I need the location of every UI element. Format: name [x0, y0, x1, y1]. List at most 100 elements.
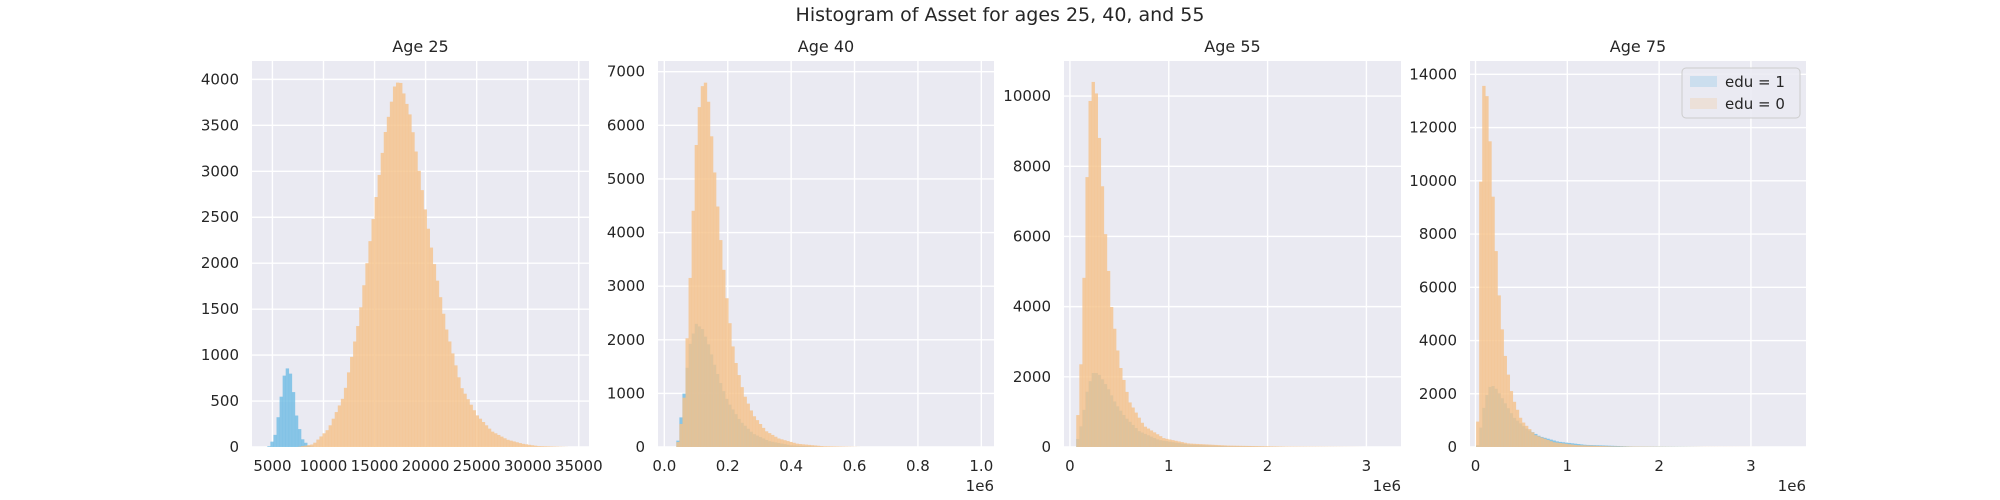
histogram-bar	[725, 298, 729, 447]
histogram-bar	[451, 353, 455, 447]
histogram-bar	[1183, 442, 1187, 447]
histogram-bar	[777, 438, 781, 447]
histogram-bar	[267, 446, 271, 447]
histogram-bar	[682, 397, 686, 447]
histogram-bar	[307, 445, 311, 447]
histogram-bar	[798, 444, 802, 447]
histogram-bar	[304, 442, 308, 447]
histogram-bar	[1266, 446, 1270, 447]
histogram-bar	[346, 372, 351, 447]
histogram-bar	[1125, 391, 1129, 447]
histogram-bar	[1518, 417, 1523, 447]
histogram-bar	[374, 197, 378, 447]
x-tick-label: 3	[1362, 457, 1372, 475]
histogram-bar	[417, 170, 421, 448]
histogram-bar	[1528, 429, 1532, 447]
histogram-bar	[1476, 421, 1480, 447]
histogram-bar	[441, 313, 446, 447]
x-tick-label: 20000	[402, 457, 450, 475]
histogram-bar	[334, 412, 339, 447]
histogram-bar	[380, 152, 385, 447]
histogram-bar	[521, 443, 525, 447]
histogram-bar	[1079, 364, 1083, 447]
y-tick-label: 2500	[201, 208, 239, 226]
y-tick-label: 8000	[1013, 157, 1051, 175]
histogram-bar	[368, 241, 372, 447]
x-tick-label: 0.6	[843, 457, 867, 475]
x-offset-label: 1e6	[1373, 477, 1401, 495]
series-edu-0	[297, 82, 568, 448]
plot-area	[1470, 61, 1806, 447]
y-tick-label: 5000	[607, 170, 645, 188]
subplot-1: 0 500 1000 1500 2000 2500 3000 3500 4000 5000 1000…	[201, 37, 603, 475]
histogram-bar	[1613, 445, 1617, 447]
x-tick-label: 0.8	[906, 457, 930, 475]
histogram-bar	[543, 446, 547, 447]
histogram-bar	[1232, 445, 1236, 447]
histogram-bar	[304, 445, 308, 447]
histogram-bar	[1576, 445, 1581, 447]
series-edu-0	[676, 82, 860, 448]
y-tick-label: 6000	[1419, 278, 1457, 296]
histogram-bar	[1241, 445, 1246, 447]
histogram-bar	[389, 101, 394, 448]
histogram-bar	[399, 82, 403, 447]
histogram-bar	[484, 425, 489, 447]
histogram-bar	[1229, 445, 1233, 447]
histogram-bar	[411, 132, 415, 447]
histogram-bar	[1168, 439, 1172, 447]
histogram-bar	[1583, 445, 1587, 447]
histogram-bar	[1607, 446, 1611, 447]
histogram-bar	[460, 388, 464, 447]
histogram-bar	[1534, 435, 1538, 447]
x-tick-label: 10000	[300, 457, 348, 475]
y-tick-label: 2000	[607, 331, 645, 349]
histogram-bar	[789, 441, 793, 447]
histogram-bar	[294, 415, 299, 447]
histogram-bar	[1263, 446, 1267, 447]
histogram-bar	[712, 172, 717, 447]
histogram-bar	[1180, 442, 1184, 447]
histogram-bar	[392, 86, 397, 447]
legend: edu = 1 edu = 0	[1681, 67, 1801, 119]
subplot-title: Age 55	[1204, 37, 1260, 56]
histogram-bar	[697, 107, 702, 447]
histogram-bar	[1601, 446, 1605, 447]
histogram-bar	[1119, 367, 1123, 447]
histogram-bar	[288, 373, 293, 447]
histogram-bar	[694, 144, 699, 448]
histogram-bar	[804, 444, 808, 447]
histogram-bar	[518, 443, 522, 447]
histogram-bar	[1220, 445, 1224, 447]
histogram-bar	[536, 446, 541, 447]
histogram-bar	[331, 418, 336, 447]
histogram-bar	[688, 277, 692, 447]
histogram-bar	[807, 444, 812, 447]
histogram-bar	[475, 415, 480, 447]
histogram-bar	[1570, 444, 1575, 447]
histogram-bar	[767, 433, 772, 447]
histogram-bar	[273, 434, 277, 447]
histogram-bar	[734, 363, 738, 447]
x-tick-label: 0	[1471, 457, 1481, 475]
histogram-bar	[448, 341, 452, 447]
x-tick-label: 0.4	[779, 457, 803, 475]
y-tick-label: 3000	[201, 162, 239, 180]
histogram-bar	[328, 425, 332, 447]
histogram-bar	[1589, 445, 1593, 447]
histogram-bar	[1198, 444, 1203, 447]
histogram-bar	[1253, 446, 1258, 447]
histogram-bar	[1149, 430, 1154, 447]
histogram-bar	[1610, 446, 1614, 447]
subplot-title: Age 75	[1610, 37, 1666, 56]
histogram-bar	[524, 444, 529, 447]
x-offset-label: 1e6	[1778, 477, 1806, 495]
x-offset-label: 1e6	[966, 477, 994, 495]
histogram-bar	[1479, 181, 1483, 447]
histogram-bar	[1128, 402, 1132, 447]
histogram-bar	[365, 263, 369, 447]
histogram-bar	[1506, 374, 1511, 447]
histogram-bar	[1238, 445, 1242, 447]
histogram-bar	[1521, 422, 1526, 447]
